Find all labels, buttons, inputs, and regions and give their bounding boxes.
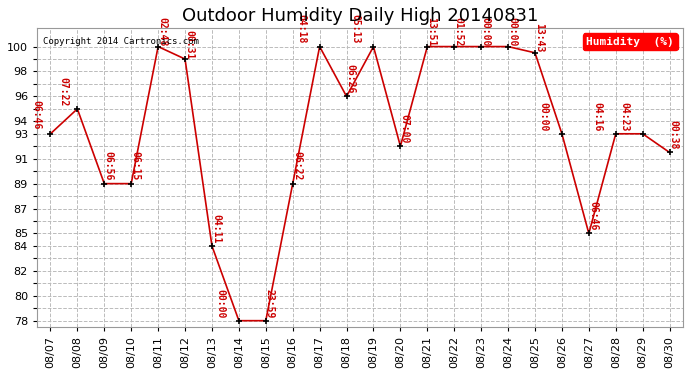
Text: 06:56: 06:56: [104, 152, 113, 181]
Text: 06:22: 06:22: [292, 152, 302, 181]
Text: 06:26: 06:26: [346, 64, 356, 94]
Text: 06:46: 06:46: [32, 100, 41, 130]
Text: 07:00: 07:00: [400, 114, 410, 144]
Text: 00:00: 00:00: [539, 102, 549, 131]
Text: 04:16: 04:16: [593, 102, 602, 131]
Title: Outdoor Humidity Daily High 20140831: Outdoor Humidity Daily High 20140831: [182, 7, 538, 25]
Text: 13:43: 13:43: [534, 23, 544, 53]
Text: 13:51: 13:51: [426, 17, 437, 46]
Text: 06:15: 06:15: [130, 152, 140, 181]
Text: Copyright 2014 Cartronics.com: Copyright 2014 Cartronics.com: [43, 37, 199, 46]
Text: 07:22: 07:22: [59, 77, 68, 106]
Text: 00:00: 00:00: [507, 17, 518, 46]
Text: 02:48: 02:48: [157, 17, 167, 46]
Text: 00:31: 00:31: [184, 30, 194, 59]
Text: 04:23: 04:23: [620, 102, 629, 131]
Text: 00:38: 00:38: [669, 120, 679, 150]
Text: 23:59: 23:59: [265, 288, 275, 318]
Text: 01:52: 01:52: [453, 17, 464, 46]
Text: 05:13: 05:13: [351, 14, 360, 44]
Text: 00:00: 00:00: [216, 288, 226, 318]
Text: 04:18: 04:18: [297, 14, 306, 44]
Text: 00:00: 00:00: [480, 17, 491, 46]
Text: 04:11: 04:11: [211, 214, 221, 243]
Text: 06:46: 06:46: [588, 201, 598, 231]
Legend: Humidity  (%): Humidity (%): [583, 33, 678, 50]
